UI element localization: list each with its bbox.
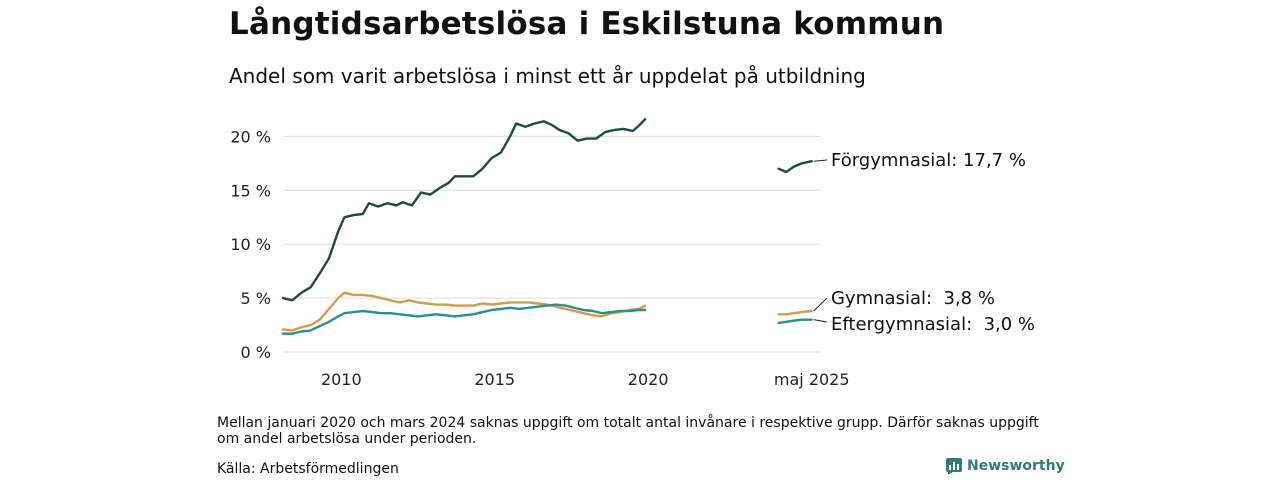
y-tick-label-0: 0 % xyxy=(241,343,271,362)
series-line-2-segment-1 xyxy=(777,318,813,325)
y-tick-label-1: 5 % xyxy=(241,289,271,308)
series-line-1-segment-1 xyxy=(777,309,813,316)
x-tick-label-2: 2020 xyxy=(628,370,669,389)
series-label-2: Eftergymnasial: 3,0 % xyxy=(831,314,1035,335)
series-line-2-segment-0 xyxy=(281,303,647,335)
brand-logo: Newsworthy xyxy=(946,458,1065,474)
x-tick-label-3: maj 2025 xyxy=(774,370,850,389)
series-label-1: Gymnasial: 3,8 % xyxy=(831,288,995,309)
x-tick-label-0: 2010 xyxy=(321,370,362,389)
series-line-1-segment-0 xyxy=(281,291,647,332)
chart-subtitle: Andel som varit arbetslösa i minst ett å… xyxy=(229,64,866,88)
chart-title: Långtidsarbetslösa i Eskilstuna kommun xyxy=(229,6,945,42)
series-label-leader-0 xyxy=(813,159,828,162)
y-tick-label-4: 20 % xyxy=(230,127,271,146)
x-tick-label-1: 2015 xyxy=(474,370,515,389)
series-label-0: Förgymnasial: 17,7 % xyxy=(831,150,1026,171)
source-text: Källa: Arbetsförmedlingen xyxy=(217,461,399,477)
series-line-0-segment-0 xyxy=(281,118,647,302)
series-label-leader-2 xyxy=(813,319,828,323)
newsworthy-icon xyxy=(946,458,962,474)
y-tick-label-3: 15 % xyxy=(230,181,271,200)
footnote: Mellan januari 2020 och mars 2024 saknas… xyxy=(217,415,1039,447)
series-label-leader-1 xyxy=(813,297,828,312)
y-tick-label-2: 10 % xyxy=(230,235,271,254)
series-line-0-segment-1 xyxy=(777,160,813,174)
brand-name: Newsworthy xyxy=(967,458,1065,474)
